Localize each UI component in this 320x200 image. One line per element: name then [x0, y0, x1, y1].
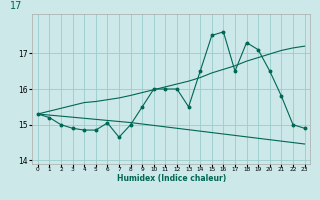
X-axis label: Humidex (Indice chaleur): Humidex (Indice chaleur) — [116, 174, 226, 183]
Text: 17: 17 — [10, 1, 22, 11]
